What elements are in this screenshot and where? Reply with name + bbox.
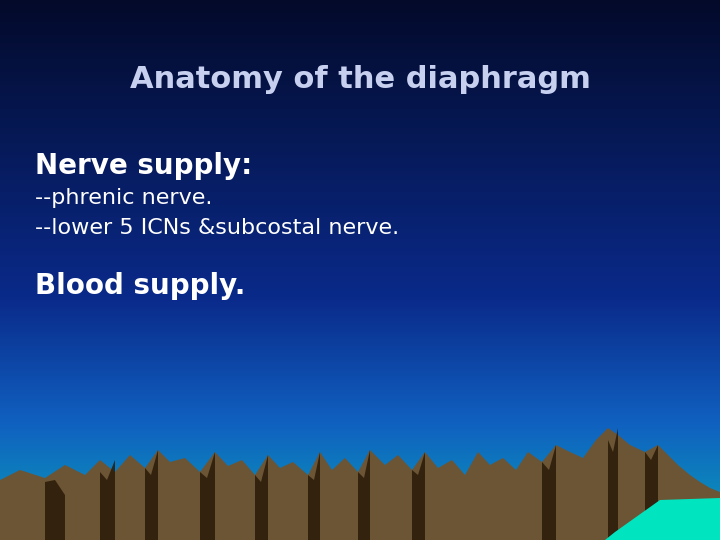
- Polygon shape: [0, 428, 720, 540]
- Polygon shape: [542, 445, 556, 540]
- Polygon shape: [255, 455, 268, 540]
- Polygon shape: [358, 450, 370, 540]
- Polygon shape: [412, 452, 425, 540]
- Text: Anatomy of the diaphragm: Anatomy of the diaphragm: [130, 65, 590, 94]
- Text: Blood supply.: Blood supply.: [35, 272, 246, 300]
- Polygon shape: [605, 498, 720, 540]
- Polygon shape: [645, 445, 658, 540]
- Polygon shape: [145, 450, 158, 540]
- Text: Nerve supply:: Nerve supply:: [35, 152, 252, 180]
- Polygon shape: [608, 428, 618, 540]
- Text: --phrenic nerve.: --phrenic nerve.: [35, 188, 212, 208]
- Text: --lower 5 ICNs &subcostal nerve.: --lower 5 ICNs &subcostal nerve.: [35, 218, 399, 238]
- Polygon shape: [308, 452, 320, 540]
- Polygon shape: [100, 460, 115, 540]
- Polygon shape: [200, 452, 215, 540]
- Polygon shape: [45, 480, 65, 540]
